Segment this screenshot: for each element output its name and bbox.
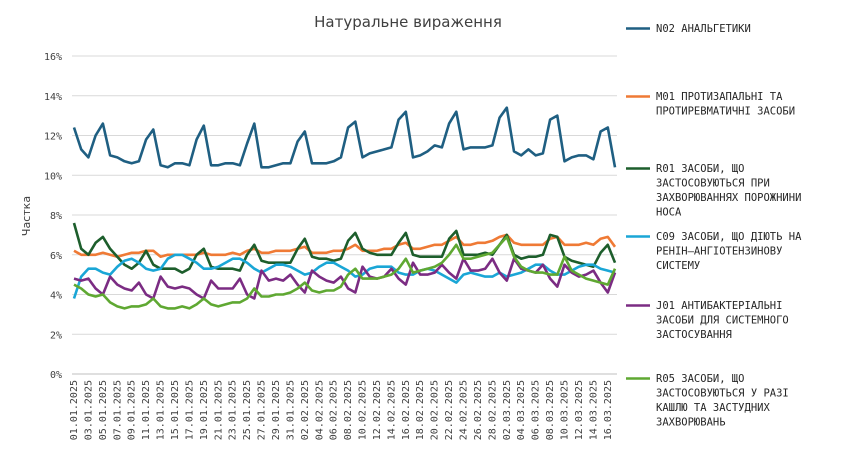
x-tick-label: 08.03.2025 bbox=[545, 380, 556, 440]
x-tick-label: 14.03.2025 bbox=[588, 380, 599, 440]
x-tick-label: 08.02.2025 bbox=[343, 380, 354, 440]
x-tick-label: 05.01.2025 bbox=[98, 380, 109, 440]
legend: N02 АНАЛЬГЕТИКИ M01 ПРОТИЗАПАЛЬНІ ТА ПРОТИ… bbox=[626, 23, 802, 429]
x-tick-label: 04.02.2025 bbox=[314, 380, 325, 440]
y-axis-label: Частка bbox=[20, 196, 33, 236]
legend-label: N02 АНАЛЬГЕТИКИ bbox=[656, 23, 751, 35]
x-tick-label: 21.01.2025 bbox=[213, 380, 224, 440]
x-tick-label: 16.03.2025 bbox=[603, 380, 614, 440]
legend-label: R05 ЗАСОБИ, ЩО ЗАСТОСОВУЮТЬСЯ У РАЗІ КАШЛЮ… bbox=[656, 373, 789, 429]
x-tick-label: 02.03.2025 bbox=[502, 380, 513, 440]
x-tick-label: 23.01.2025 bbox=[228, 380, 239, 440]
legend-label: C09 ЗАСОБИ, ЩО ДІЮТЬ НА РЕНІН–АНГІОТЕНЗИН… bbox=[656, 231, 802, 272]
legend-label: M01 ПРОТИЗАПАЛЬНІ ТА ПРОТИРЕВМАТИЧНІ ЗАСО… bbox=[656, 91, 795, 118]
x-tick-label: 29.01.2025 bbox=[271, 380, 282, 440]
x-tick-label: 14.02.2025 bbox=[386, 380, 397, 440]
y-tick-label: 4% bbox=[50, 291, 62, 302]
x-tick-label: 17.01.2025 bbox=[184, 380, 195, 440]
gridlines bbox=[72, 55, 617, 375]
x-tick-label: 06.03.2025 bbox=[531, 380, 542, 440]
series-line-2 bbox=[73, 233, 617, 259]
legend-label: J01 АНТИБАКТЕРІАЛЬНІ ЗАСОБИ ДЛЯ СИСТЕМНОГ… bbox=[656, 300, 789, 341]
x-tick-label: 15.01.2025 bbox=[170, 380, 181, 440]
y-tick-label: 2% bbox=[50, 330, 62, 341]
x-tick-label: 26.02.2025 bbox=[473, 380, 484, 440]
x-tick-label: 10.03.2025 bbox=[560, 380, 571, 440]
x-tick-label: 12.03.2025 bbox=[574, 380, 585, 440]
x-tick-label: 28.02.2025 bbox=[487, 380, 498, 440]
chart-title: Натуральне вираження bbox=[314, 13, 502, 31]
series-line-1 bbox=[72, 106, 617, 169]
x-tick-label: 22.02.2025 bbox=[444, 380, 455, 440]
x-tick-label: 02.02.2025 bbox=[300, 380, 311, 440]
x-tick-label: 10.02.2025 bbox=[358, 380, 369, 440]
y-axis-ticks: 0% 2% 4% 6% 8% 10% 12% 14% 16% bbox=[44, 52, 62, 381]
y-tick-label: 10% bbox=[44, 171, 62, 182]
x-tick-label: 19.01.2025 bbox=[199, 380, 210, 440]
x-tick-label: 20.02.2025 bbox=[430, 380, 441, 440]
x-tick-label: 25.01.2025 bbox=[242, 380, 253, 440]
x-tick-label: 07.01.2025 bbox=[112, 380, 123, 440]
x-tick-label: 27.01.2025 bbox=[257, 380, 268, 440]
x-tick-label: 03.01.2025 bbox=[83, 380, 94, 440]
y-tick-label: 8% bbox=[50, 211, 62, 222]
series-line-6 bbox=[73, 235, 617, 310]
legend-label: R01 ЗАСОБИ, ЩО ЗАСТОСОВУЮТЬСЯ ПРИ ЗАХВОРЮВ… bbox=[656, 163, 801, 219]
x-tick-label: 04.03.2025 bbox=[516, 380, 527, 440]
x-tick-label: 09.01.2025 bbox=[127, 380, 138, 440]
x-tick-label: 16.02.2025 bbox=[401, 380, 412, 440]
x-axis-ticks: 01.01.2025 03.01.2025 05.01.2025 07.01.2025… bbox=[69, 380, 614, 440]
series-lines bbox=[72, 106, 617, 310]
y-tick-label: 12% bbox=[44, 132, 62, 143]
x-tick-label: 11.01.2025 bbox=[141, 380, 152, 440]
y-tick-label: 14% bbox=[44, 92, 62, 103]
y-tick-label: 0% bbox=[50, 370, 62, 381]
x-tick-label: 24.02.2025 bbox=[459, 380, 470, 440]
x-tick-label: 06.02.2025 bbox=[329, 380, 340, 440]
x-tick-label: 13.01.2025 bbox=[156, 380, 167, 440]
series-line-3 bbox=[72, 222, 617, 274]
x-tick-label: 01.01.2025 bbox=[69, 380, 80, 440]
y-tick-label: 16% bbox=[44, 52, 62, 63]
x-tick-label: 12.02.2025 bbox=[372, 380, 383, 440]
x-tick-label: 18.02.2025 bbox=[415, 380, 426, 440]
y-tick-label: 6% bbox=[50, 251, 62, 262]
x-tick-label: 31.01.2025 bbox=[285, 380, 296, 440]
